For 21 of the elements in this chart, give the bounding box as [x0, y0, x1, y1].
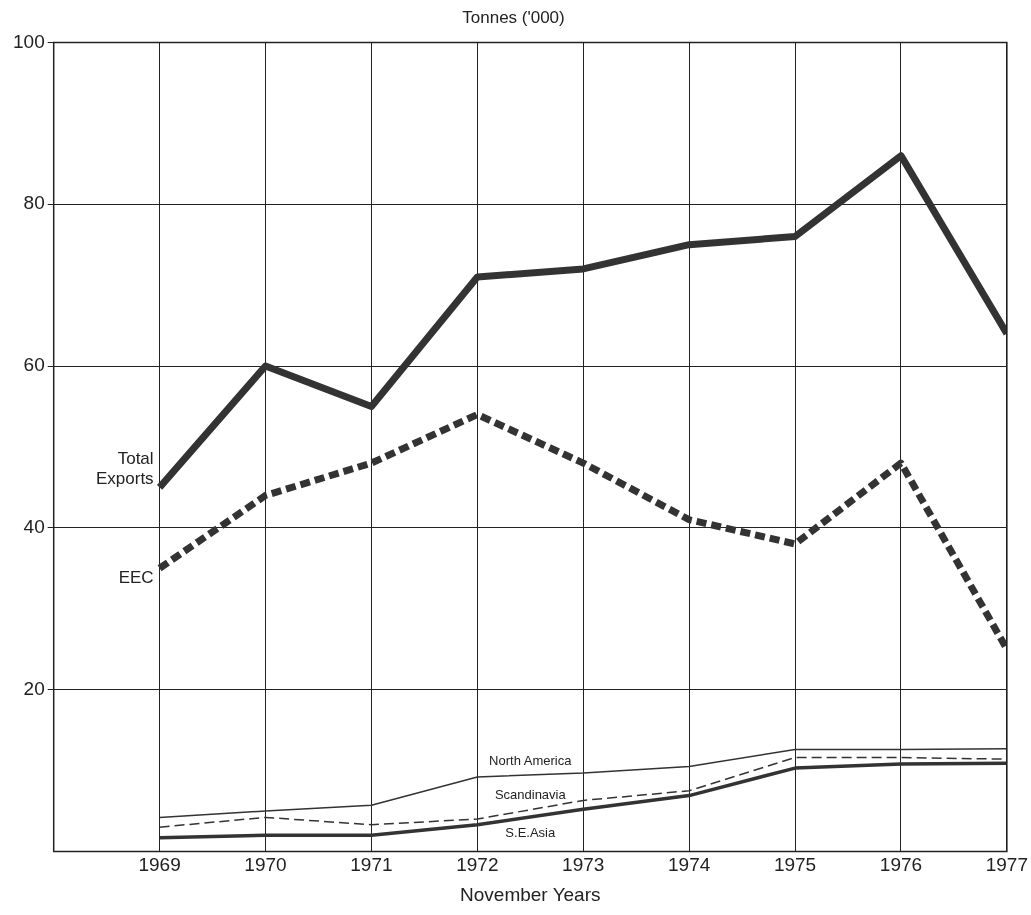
y-tick-label: 20	[23, 677, 45, 699]
series-label: Total Exports	[95, 449, 154, 489]
x-tick-label: 1977	[985, 854, 1029, 876]
series-label: S.E.Asia	[505, 824, 556, 840]
y-tick-label: 80	[23, 192, 45, 214]
series-label: EEC	[118, 567, 154, 587]
x-tick-label: 1974	[668, 854, 711, 876]
y-tick-label: 100	[13, 30, 45, 52]
x-tick-label: 1969	[138, 854, 181, 876]
series-label: Scandinavia	[494, 787, 567, 803]
x-tick-label: 1973	[562, 854, 605, 876]
x-axis-title: November Years	[460, 883, 601, 905]
y-axis-title: Tonnes ('000)	[462, 7, 565, 27]
y-tick-label: 60	[23, 354, 45, 376]
x-tick-label: 1970	[244, 854, 287, 876]
x-tick-label: 1971	[350, 854, 393, 876]
y-tick-label: 40	[23, 516, 45, 538]
x-tick-label: 1976	[879, 854, 923, 876]
x-tick-label: 1972	[456, 854, 499, 876]
series-label: North America	[489, 752, 573, 768]
x-tick-label: 1975	[773, 854, 817, 876]
